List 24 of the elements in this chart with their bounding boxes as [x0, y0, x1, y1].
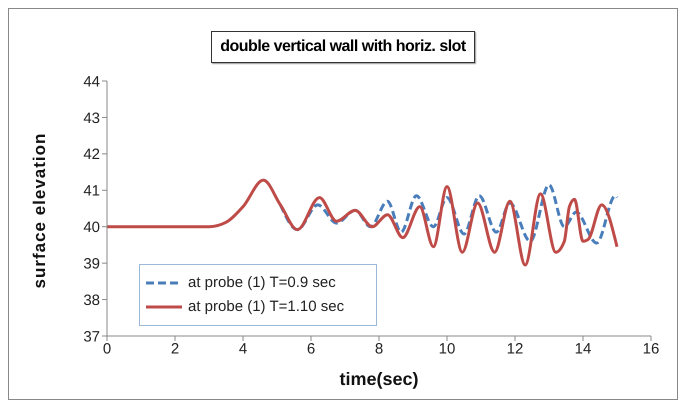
x-tick-label: 16 [642, 340, 660, 358]
chart-title: double vertical wall with horiz. slot [211, 31, 475, 63]
x-tick-label: 4 [238, 340, 248, 358]
legend-label: at probe (1) T=0.9 sec [188, 273, 336, 293]
x-tick-label: 0 [102, 340, 112, 358]
y-tick-label: 44 [83, 73, 100, 90]
x-tick-label: 8 [374, 340, 384, 358]
line-series [278, 183, 618, 245]
x-axis-title: time(sec) [339, 369, 419, 389]
x-tick-label: 10 [438, 340, 456, 358]
y-tick-label: 41 [83, 182, 100, 200]
y-tick-label: 38 [83, 292, 100, 309]
y-tick-label: 37 [83, 328, 100, 346]
y-tick-label: 40 [83, 219, 100, 236]
y-tick-label: 39 [83, 255, 100, 272]
x-tick-label: 2 [170, 340, 180, 358]
line-series [107, 178, 618, 266]
y-tick-label: 42 [83, 146, 100, 164]
y-axis-title: surface elevation [30, 132, 50, 288]
y-tick-label: 43 [83, 110, 100, 127]
x-tick-label: 14 [574, 340, 592, 358]
legend-label: at probe (1) T=1.10 sec [188, 297, 344, 317]
x-tick-label: 6 [306, 340, 316, 358]
x-tick-label: 12 [506, 340, 524, 358]
